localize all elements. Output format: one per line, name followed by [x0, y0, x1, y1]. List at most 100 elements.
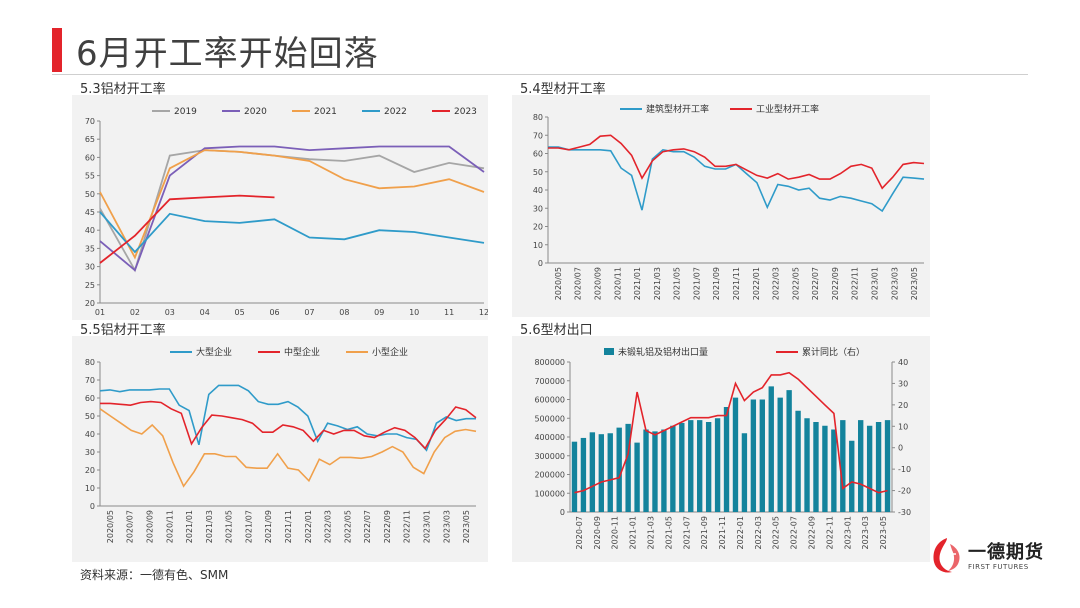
- y-tick-label: 10: [85, 484, 95, 493]
- y-tick-label: 400000: [534, 433, 565, 442]
- panel-title-c56: 5.6型材出口: [520, 323, 593, 338]
- x-tick-label: 2020/11: [165, 510, 174, 543]
- panel-title-c55: 5.5铝材开工率: [80, 323, 166, 338]
- bar-0: [849, 440, 855, 512]
- bar-0: [777, 397, 783, 512]
- legend-label: 2021: [314, 107, 337, 117]
- series-line-1: [574, 371, 888, 494]
- bar-0: [840, 420, 846, 512]
- x-tick-label: 11: [444, 308, 454, 317]
- y-tick-label: 40: [533, 186, 543, 195]
- y-tick-label: 25: [85, 281, 95, 290]
- logo-name: 一德期货: [968, 542, 1044, 563]
- y-tick-label: 10: [533, 241, 543, 250]
- legend-label: 2019: [174, 107, 197, 117]
- x-tick-label: 2022/09: [383, 510, 392, 543]
- x-tick-label: 2021-09: [700, 516, 709, 549]
- x-tick-label: 2020/09: [593, 267, 602, 300]
- y-tick-label: 20: [533, 223, 543, 232]
- legend-label: 2022: [384, 107, 407, 117]
- x-tick-label: 2023/05: [462, 510, 471, 543]
- x-tick-label: 2023/01: [871, 267, 880, 300]
- bar-0: [679, 422, 685, 512]
- x-tick-label: 2021-05: [664, 516, 673, 549]
- y-tick-label: 40: [85, 226, 95, 235]
- y-tick-label: 80: [533, 113, 543, 122]
- y-tick-label: 55: [85, 172, 95, 181]
- y-tick-label: 30: [533, 204, 543, 213]
- x-tick-label: 2021/07: [244, 510, 253, 543]
- bar-0: [589, 432, 596, 512]
- y-tick-label: 80: [85, 358, 95, 367]
- y-tick-label: 20: [85, 299, 95, 308]
- y-tick-label: 100000: [534, 489, 565, 498]
- chart-c56: 0 100000 200000 300000 400000 500000 600000 700…: [512, 336, 930, 562]
- series-line-2: [99, 408, 477, 488]
- bar-0: [705, 422, 712, 512]
- y-tick-label: 30: [85, 263, 95, 272]
- logo-sub: FIRST FUTURES: [968, 563, 1029, 571]
- y-tick-label: 300000: [534, 452, 565, 461]
- logo-emblem-icon: [933, 538, 960, 573]
- x-tick-label: 2022/03: [772, 267, 781, 300]
- chart-c54: 0 10 20 30 40 50 60 70 80 2020/05 2020/07 2020/09 20…: [512, 95, 930, 317]
- bar-0: [714, 418, 721, 512]
- series-line-1: [548, 134, 925, 190]
- x-tick-label: 2022/05: [791, 267, 800, 300]
- x-tick-label: 04: [200, 308, 210, 317]
- bar-0: [884, 420, 891, 512]
- x-tick-label: 2022-03: [754, 516, 763, 549]
- series-line-4: [99, 194, 275, 264]
- x-tick-label: 08: [339, 308, 349, 317]
- series-line-0: [548, 146, 925, 213]
- x-tick-label: 2020/07: [574, 267, 583, 300]
- x-tick-label: 2022/11: [403, 510, 412, 543]
- x-tick-label: 2021/09: [264, 510, 273, 543]
- x-tick-label: 2021-03: [647, 516, 656, 549]
- y2-tick-label: 40: [898, 358, 908, 367]
- y-tick-label: 60: [533, 150, 543, 159]
- x-tick-label: 2023/03: [442, 510, 451, 543]
- y-tick-label: 800000: [534, 358, 565, 367]
- y-tick-label: 65: [85, 135, 95, 144]
- bar-0: [661, 429, 667, 512]
- x-tick-label: 2021/01: [185, 510, 194, 543]
- x-tick-label: 2022/01: [752, 267, 761, 300]
- x-tick-label: 2020/09: [145, 510, 154, 543]
- y2-tick-label: 30: [898, 379, 908, 388]
- y-tick-label: 0: [538, 259, 543, 268]
- series-line-0: [99, 384, 476, 452]
- y-tick-label: 30: [85, 448, 95, 457]
- x-tick-label: 2022/05: [343, 510, 352, 543]
- x-tick-label: 2020/05: [554, 267, 563, 300]
- y-tick-label: 50: [85, 412, 95, 421]
- bar-0: [866, 425, 873, 512]
- legend-label: 建筑型材开工率: [646, 103, 709, 115]
- x-tick-label: 2021/05: [225, 510, 234, 543]
- x-tick-label: 2022/09: [831, 267, 840, 300]
- x-tick-label: 2021/09: [712, 267, 721, 300]
- series-line-1: [99, 145, 485, 272]
- x-tick-label: 2021/05: [673, 267, 682, 300]
- x-tick-label: 2020-11: [611, 516, 620, 549]
- x-tick-label: 2023/05: [910, 267, 919, 300]
- legend-swatch: [604, 348, 614, 355]
- bar-0: [750, 399, 757, 512]
- y-tick-label: 20: [85, 466, 95, 475]
- legend-label: 工业型材开工率: [756, 103, 819, 115]
- y-tick-label: 60: [85, 153, 95, 162]
- x-tick-label: 10: [409, 308, 419, 317]
- x-tick-label: 2021/03: [205, 510, 214, 543]
- x-tick-label: 2021/03: [653, 267, 662, 300]
- x-tick-label: 2022/07: [363, 510, 372, 543]
- x-tick-label: 2023/01: [423, 510, 432, 543]
- bar-0: [759, 399, 765, 512]
- company-logo: 一德期货 FIRST FUTURES: [930, 532, 1043, 582]
- bar-0: [875, 422, 882, 512]
- y-tick-label: 40: [85, 430, 95, 439]
- y-tick-label: 0: [90, 502, 95, 511]
- bar-0: [571, 441, 578, 512]
- bar-0: [831, 429, 837, 512]
- y-tick-label: 0: [560, 508, 565, 517]
- x-tick-label: 2020/07: [126, 510, 135, 543]
